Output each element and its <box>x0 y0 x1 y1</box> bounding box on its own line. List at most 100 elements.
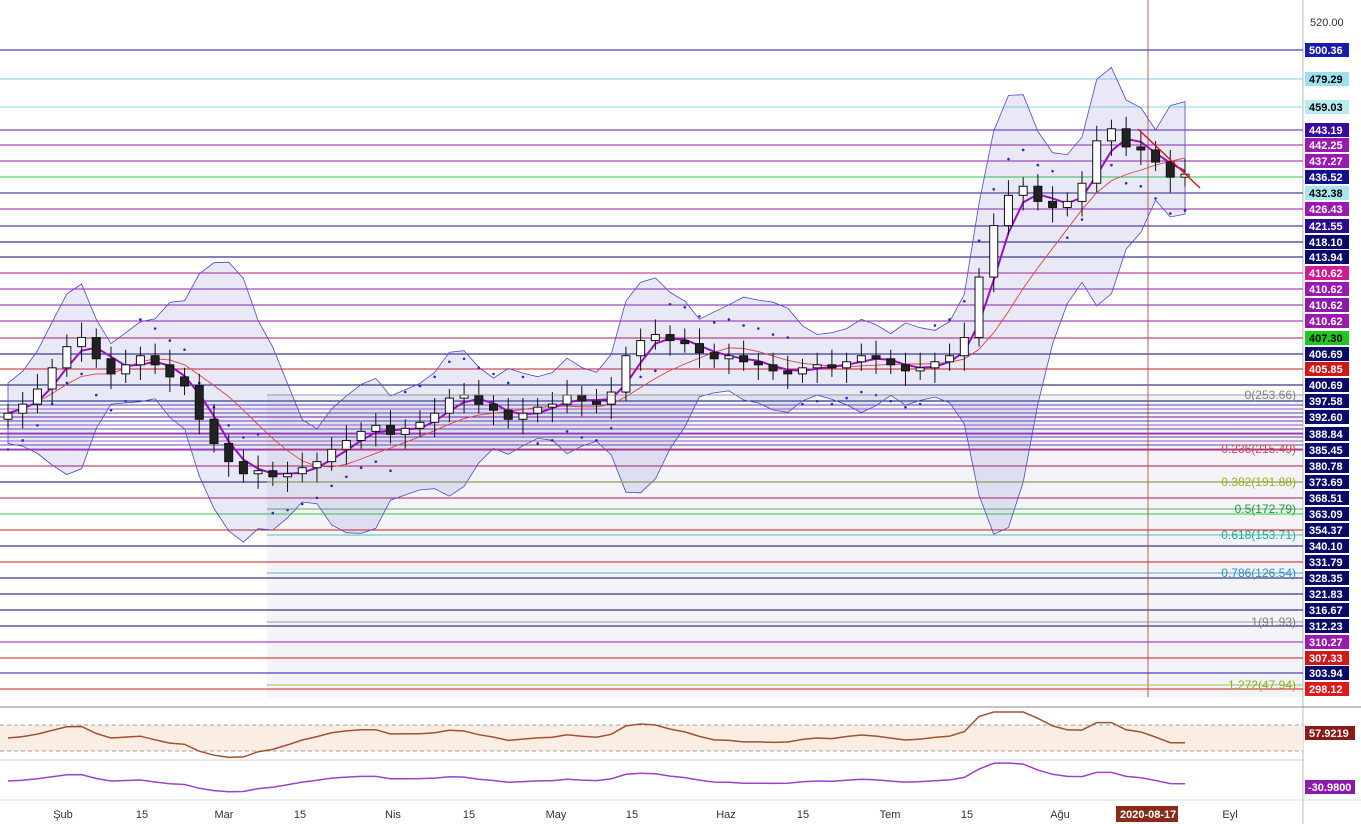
candle-body[interactable] <box>327 449 337 463</box>
candle-body[interactable] <box>459 394 469 399</box>
sar-dot <box>36 424 39 427</box>
candle-body[interactable] <box>371 424 381 432</box>
date-highlight-badge[interactable] <box>1116 806 1178 822</box>
candle-body[interactable] <box>283 473 293 478</box>
sar-dot <box>374 460 378 463</box>
candle-body[interactable] <box>650 334 660 342</box>
candle-body[interactable] <box>1033 185 1043 202</box>
candle-body[interactable] <box>268 470 278 478</box>
candle-body[interactable] <box>474 394 484 405</box>
candle-body[interactable] <box>915 367 925 372</box>
candle-body[interactable] <box>842 361 852 369</box>
candle-body[interactable] <box>753 361 763 366</box>
candle-body[interactable] <box>150 355 160 366</box>
candle-body[interactable] <box>533 406 543 414</box>
candle-body[interactable] <box>444 397 454 414</box>
candle-body[interactable] <box>430 412 440 423</box>
price-badge-label: 340.10 <box>1309 541 1343 553</box>
candle-body[interactable] <box>121 364 131 375</box>
candle-body[interactable] <box>386 424 396 435</box>
candle-body[interactable] <box>900 364 910 372</box>
candle-body[interactable] <box>253 470 263 475</box>
candle-body[interactable] <box>1018 185 1028 196</box>
candle-body[interactable] <box>62 346 72 369</box>
candle-body[interactable] <box>945 355 955 363</box>
candle-body[interactable] <box>621 355 631 393</box>
time-axis-label: 15 <box>626 809 638 821</box>
candle-body[interactable] <box>1106 128 1116 142</box>
candle-body[interactable] <box>47 367 57 390</box>
candle-body[interactable] <box>959 337 969 357</box>
time-axis-label: May <box>546 809 567 821</box>
indicator-2-value: -30.9800 <box>1308 782 1351 794</box>
candle-body[interactable] <box>871 355 881 360</box>
candle-body[interactable] <box>974 276 984 339</box>
candle-body[interactable] <box>709 352 719 360</box>
candle-body[interactable] <box>297 467 307 475</box>
candle-body[interactable] <box>18 403 28 414</box>
candle-body[interactable] <box>547 403 557 408</box>
candle-body[interactable] <box>1003 194 1013 227</box>
candle-body[interactable] <box>400 427 410 435</box>
candle-body[interactable] <box>165 364 175 378</box>
candle-body[interactable] <box>3 412 13 420</box>
time-axis-label: Haz <box>716 809 736 821</box>
candle-body[interactable] <box>665 334 675 342</box>
candle-body[interactable] <box>1077 182 1087 202</box>
candle-body[interactable] <box>636 340 646 357</box>
candle-body[interactable] <box>724 355 734 360</box>
sar-dot <box>345 475 348 479</box>
candle-body[interactable] <box>694 343 704 354</box>
candle-body[interactable] <box>797 367 807 375</box>
candle-body[interactable] <box>489 403 499 411</box>
candle-body[interactable] <box>356 430 366 441</box>
candle-body[interactable] <box>194 385 204 420</box>
candle-body[interactable] <box>768 364 778 372</box>
sar-dot <box>933 324 937 327</box>
candle-body[interactable] <box>562 394 572 405</box>
candle-body[interactable] <box>180 376 190 387</box>
sar-dot <box>712 321 716 324</box>
candle-body[interactable] <box>606 391 616 405</box>
candle-body[interactable] <box>886 358 896 366</box>
candle-body[interactable] <box>77 337 87 348</box>
candle-body[interactable] <box>1048 200 1058 208</box>
candle-body[interactable] <box>312 461 322 469</box>
candle-body[interactable] <box>106 358 116 375</box>
candle-body[interactable] <box>1136 146 1146 151</box>
candle-body[interactable] <box>518 412 528 420</box>
candle-body[interactable] <box>415 421 425 429</box>
candle-body[interactable] <box>739 355 749 363</box>
sar-dot <box>21 439 25 442</box>
candle-body[interactable] <box>32 388 42 405</box>
candle-body[interactable] <box>503 409 513 420</box>
candle-body[interactable] <box>1165 161 1175 178</box>
price-badge <box>1305 666 1349 680</box>
candle-body[interactable] <box>812 364 822 369</box>
candle-body[interactable] <box>135 355 145 366</box>
candle-body[interactable] <box>1062 200 1072 208</box>
candle-body[interactable] <box>1151 149 1161 163</box>
fib-label: 0(253.66) <box>1245 388 1296 402</box>
candle-body[interactable] <box>224 442 234 463</box>
candle-body[interactable] <box>238 461 248 475</box>
candle-body[interactable] <box>989 225 999 278</box>
fib-label: 0.5(172.79) <box>1235 502 1296 516</box>
candle-body[interactable] <box>592 400 601 405</box>
candle-body[interactable] <box>680 340 690 345</box>
price-badge <box>1305 682 1349 696</box>
candle-body[interactable] <box>1121 128 1131 148</box>
candle-body[interactable] <box>1092 140 1102 184</box>
price-badge-label: 385.45 <box>1309 445 1343 457</box>
candle-body[interactable] <box>341 439 351 451</box>
candle-body[interactable] <box>91 337 101 360</box>
candle-body[interactable] <box>856 355 866 363</box>
candle-body[interactable] <box>827 364 837 369</box>
candle-body[interactable] <box>930 361 940 369</box>
candle-body[interactable] <box>783 370 793 375</box>
candle-body[interactable] <box>209 418 219 444</box>
candle-body[interactable] <box>577 394 587 402</box>
time-axis-label: 15 <box>463 809 475 821</box>
sar-dot <box>6 448 10 451</box>
